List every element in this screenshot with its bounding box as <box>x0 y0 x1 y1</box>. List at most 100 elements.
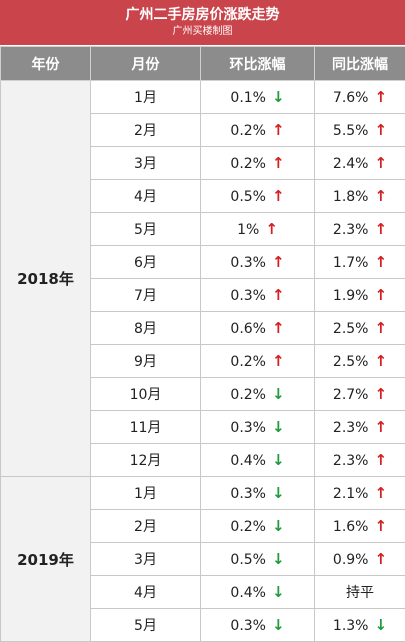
cell-value: 0.2% <box>230 123 266 139</box>
cell-value: 0.5% <box>230 189 266 205</box>
month-cell: 7月 <box>90 278 201 312</box>
trend-arrow: ↑ <box>374 385 388 403</box>
month-cell: 8月 <box>90 311 201 345</box>
mom-cell: 0.3% ↓ <box>200 608 315 642</box>
cell-value: 5.5% <box>332 123 369 139</box>
trend-arrow: ↑ <box>374 121 388 139</box>
trend-arrow: ↑ <box>374 550 388 568</box>
mom-cell: 0.2% ↓ <box>200 509 315 543</box>
yoy-cell: 2.5% ↑ <box>314 311 405 345</box>
month-cell: 9月 <box>90 344 201 378</box>
month-cell: 4月 <box>90 575 201 609</box>
trend-arrow: ↓ <box>374 616 388 634</box>
trend-arrow: ↑ <box>272 286 285 304</box>
table-body: 2018年 1月 0.1% ↓ 7.6% ↑ 2月 0.2% ↑ 5.5% ↑ 3月 0.2% ↑ 2.4%… <box>0 80 405 642</box>
cell-value: 2.4% <box>332 156 369 172</box>
cell-value: 2.1% <box>332 486 369 502</box>
mom-cell: 0.1% ↓ <box>200 80 315 114</box>
year-cell: 2018年 <box>0 80 91 477</box>
month-cell: 2月 <box>90 509 201 543</box>
yoy-cell: 2.5% ↑ <box>314 344 405 378</box>
yoy-cell: 0.9% ↑ <box>314 542 405 576</box>
cell-value: 0.4% <box>230 585 266 601</box>
trend-arrow: ↑ <box>374 451 388 469</box>
yoy-cell: 1.6% ↑ <box>314 509 405 543</box>
yoy-cell: 2.3% ↑ <box>314 443 405 477</box>
trend-arrow: ↑ <box>374 220 388 238</box>
cell-value: 0.3% <box>230 420 266 436</box>
mom-cell: 0.4% ↓ <box>200 575 315 609</box>
column-header: 月份 <box>90 46 201 81</box>
yoy-cell: 2.7% ↑ <box>314 377 405 411</box>
column-header: 同比涨幅 <box>314 46 405 81</box>
table-row: 2月 0.2% ↓ 1.6% ↑ <box>1 509 405 543</box>
table-row: 2月 0.2% ↑ 5.5% ↑ <box>1 113 405 147</box>
yoy-cell: 1.3% ↓ <box>314 608 405 642</box>
subtitle: 广州买楼制图 <box>172 26 233 37</box>
trend-arrow: ↑ <box>272 253 285 271</box>
table-row: 8月 0.6% ↑ 2.5% ↑ <box>1 311 405 345</box>
title: 广州二手房房价涨跌走势 <box>125 7 280 23</box>
cell-value: 2.3% <box>332 453 369 469</box>
price-table: 年份 月份 环比涨幅 同比涨幅 2018年 1月 0.1% ↓ 7.6% ↑ 2月 0.2% ↑ 5.5… <box>0 46 405 642</box>
trend-arrow: ↑ <box>374 418 388 436</box>
month-cell: 2月 <box>90 113 201 147</box>
cell-value: 0.3% <box>230 486 266 502</box>
mom-cell: 0.2% ↑ <box>200 146 315 180</box>
mom-cell: 0.2% ↓ <box>200 377 315 411</box>
month-cell: 5月 <box>90 608 201 642</box>
table-row: 4月 0.4% ↓ 持平 <box>1 575 405 609</box>
table-row: 2018年 1月 0.1% ↓ 7.6% ↑ <box>0 80 405 477</box>
month-cell: 10月 <box>90 377 201 411</box>
yoy-cell: 1.7% ↑ <box>314 245 405 279</box>
table-row: 5月 1% ↑ 2.3% ↑ <box>1 212 405 246</box>
cell-value: 2.3% <box>332 420 369 436</box>
cell-value: 持平 <box>346 585 374 601</box>
trend-arrow: ↑ <box>272 319 285 337</box>
month-cell: 3月 <box>90 146 201 180</box>
cell-value: 2.5% <box>332 354 369 370</box>
month-cell: 5月 <box>90 212 201 246</box>
column-header: 年份 <box>0 46 91 81</box>
cell-value: 0.3% <box>230 618 266 634</box>
trend-arrow: ↑ <box>374 517 388 535</box>
yoy-cell: 2.3% ↑ <box>314 212 405 246</box>
trend-arrow: ↑ <box>272 352 285 370</box>
trend-arrow: ↓ <box>272 616 285 634</box>
mom-cell: 0.3% ↑ <box>200 245 315 279</box>
trend-arrow: ↑ <box>374 187 388 205</box>
mom-cell: 0.3% ↓ <box>200 476 315 510</box>
trend-arrow: ↑ <box>374 154 388 172</box>
table-row: 4月 0.5% ↑ 1.8% ↑ <box>1 179 405 213</box>
cell-value: 2.3% <box>332 222 369 238</box>
cell-value: 0.5% <box>230 552 266 568</box>
table-row: 12月 0.4% ↓ 2.3% ↑ <box>1 443 405 477</box>
table-row: 7月 0.3% ↑ 1.9% ↑ <box>1 278 405 312</box>
yoy-cell: 2.3% ↑ <box>314 410 405 444</box>
trend-arrow: ↓ <box>272 583 285 601</box>
yoy-cell: 持平 <box>314 575 405 609</box>
cell-value: 0.3% <box>230 255 266 271</box>
column-header: 环比涨幅 <box>200 46 315 81</box>
cell-value: 0.2% <box>230 354 266 370</box>
trend-arrow: ↑ <box>272 187 285 205</box>
yoy-cell: 2.1% ↑ <box>314 476 405 510</box>
table-row: 3月 0.5% ↓ 0.9% ↑ <box>1 542 405 576</box>
trend-arrow: ↑ <box>272 121 285 139</box>
month-cell: 11月 <box>90 410 201 444</box>
table-row: 3月 0.2% ↑ 2.4% ↑ <box>1 146 405 180</box>
trend-arrow: ↑ <box>374 88 388 106</box>
month-cell: 4月 <box>90 179 201 213</box>
yoy-cell: 1.8% ↑ <box>314 179 405 213</box>
month-cell: 6月 <box>90 245 201 279</box>
trend-arrow: ↑ <box>374 319 388 337</box>
yoy-cell: 2.4% ↑ <box>314 146 405 180</box>
cell-value: 0.9% <box>332 552 369 568</box>
mom-cell: 0.3% ↓ <box>200 410 315 444</box>
trend-arrow: ↓ <box>272 550 285 568</box>
mom-cell: 0.2% ↑ <box>200 113 315 147</box>
trend-arrow: ↓ <box>272 88 285 106</box>
cell-value: 0.4% <box>230 453 266 469</box>
trend-arrow: ↑ <box>265 220 278 238</box>
cell-value: 1% <box>237 222 260 238</box>
